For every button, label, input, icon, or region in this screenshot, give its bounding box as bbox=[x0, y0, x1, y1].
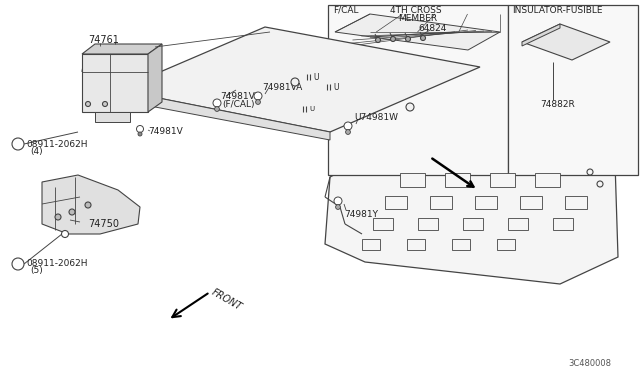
Polygon shape bbox=[95, 112, 130, 122]
Text: FRONT: FRONT bbox=[210, 287, 244, 312]
Bar bbox=[430, 196, 452, 209]
Bar bbox=[328, 5, 508, 175]
Circle shape bbox=[136, 125, 143, 132]
Bar bbox=[553, 218, 573, 230]
Bar bbox=[385, 196, 407, 209]
Bar bbox=[400, 173, 425, 187]
Bar bbox=[490, 173, 515, 187]
Bar bbox=[463, 218, 483, 230]
Text: U74981W: U74981W bbox=[354, 112, 398, 122]
Circle shape bbox=[587, 169, 593, 175]
Text: 3C480008: 3C480008 bbox=[568, 359, 611, 369]
Text: 74981Y: 74981Y bbox=[344, 209, 378, 218]
Text: 08911-2062H: 08911-2062H bbox=[26, 260, 88, 269]
Bar bbox=[497, 239, 515, 250]
Circle shape bbox=[255, 100, 260, 105]
Circle shape bbox=[12, 258, 24, 270]
Bar bbox=[445, 173, 470, 187]
Circle shape bbox=[254, 92, 262, 100]
Text: F/CAL: F/CAL bbox=[333, 6, 358, 15]
Text: INSULATOR-FUSIBLE: INSULATOR-FUSIBLE bbox=[512, 6, 602, 15]
Text: 74981VA: 74981VA bbox=[262, 83, 302, 92]
Circle shape bbox=[61, 231, 68, 237]
Text: N: N bbox=[15, 140, 21, 148]
Text: U: U bbox=[333, 83, 339, 92]
Circle shape bbox=[420, 35, 426, 41]
Polygon shape bbox=[42, 175, 140, 234]
Circle shape bbox=[85, 202, 91, 208]
Bar bbox=[520, 196, 542, 209]
Circle shape bbox=[335, 205, 340, 209]
Polygon shape bbox=[118, 90, 330, 140]
Circle shape bbox=[406, 36, 410, 42]
Bar bbox=[407, 239, 425, 250]
Bar bbox=[418, 218, 438, 230]
Polygon shape bbox=[522, 24, 560, 46]
Circle shape bbox=[334, 197, 342, 205]
Polygon shape bbox=[82, 54, 148, 112]
Bar bbox=[508, 5, 638, 175]
Text: MEMBER: MEMBER bbox=[398, 13, 437, 22]
Bar bbox=[475, 196, 497, 209]
Circle shape bbox=[376, 38, 381, 42]
Circle shape bbox=[291, 78, 299, 86]
Bar bbox=[373, 218, 393, 230]
Bar bbox=[452, 239, 470, 250]
Bar bbox=[362, 239, 380, 250]
Bar bbox=[565, 196, 587, 209]
Text: 64824: 64824 bbox=[418, 23, 446, 32]
Polygon shape bbox=[335, 14, 500, 50]
Circle shape bbox=[55, 214, 61, 220]
Bar bbox=[508, 218, 528, 230]
Circle shape bbox=[69, 209, 75, 215]
Polygon shape bbox=[522, 24, 610, 60]
Text: 74981V: 74981V bbox=[148, 126, 183, 135]
Polygon shape bbox=[148, 44, 162, 112]
Text: 4TH CROSS: 4TH CROSS bbox=[390, 6, 442, 15]
Circle shape bbox=[86, 102, 90, 106]
Circle shape bbox=[390, 36, 396, 42]
Text: 74761: 74761 bbox=[88, 35, 119, 45]
Text: (4): (4) bbox=[30, 147, 43, 155]
Text: (5): (5) bbox=[30, 266, 43, 276]
Text: U: U bbox=[309, 106, 314, 112]
Text: 74981VB: 74981VB bbox=[220, 92, 261, 100]
Circle shape bbox=[406, 103, 414, 111]
Circle shape bbox=[214, 107, 220, 111]
Bar bbox=[535, 173, 560, 187]
Text: 74750: 74750 bbox=[88, 219, 119, 229]
Text: 74882R: 74882R bbox=[540, 99, 575, 109]
Text: 08911-2062H: 08911-2062H bbox=[26, 140, 88, 148]
Circle shape bbox=[12, 138, 24, 150]
Text: U: U bbox=[313, 73, 319, 81]
Polygon shape bbox=[118, 27, 480, 132]
Polygon shape bbox=[82, 44, 162, 54]
Circle shape bbox=[213, 99, 221, 107]
Text: N: N bbox=[15, 260, 21, 269]
Polygon shape bbox=[110, 90, 118, 106]
Text: (F/CAL): (F/CAL) bbox=[222, 99, 255, 109]
Circle shape bbox=[138, 132, 142, 136]
Circle shape bbox=[102, 102, 108, 106]
Circle shape bbox=[597, 181, 603, 187]
Circle shape bbox=[344, 122, 352, 130]
Polygon shape bbox=[325, 144, 618, 284]
Circle shape bbox=[346, 129, 350, 134]
